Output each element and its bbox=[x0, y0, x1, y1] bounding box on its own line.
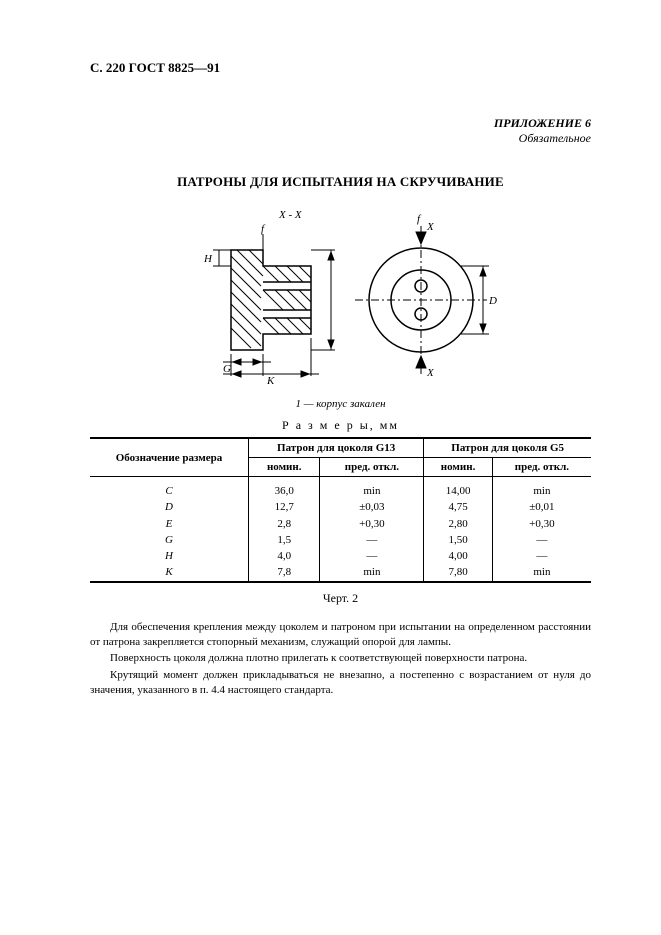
g5-tol: +0,30 bbox=[492, 516, 591, 532]
svg-text:G: G bbox=[223, 363, 231, 375]
dimensions-table: Обозначение размера Патрон для цоколя G1… bbox=[90, 437, 591, 583]
th-g13-nom: номин. bbox=[248, 458, 319, 477]
svg-text:X: X bbox=[426, 221, 435, 233]
g13-tol: — bbox=[320, 548, 424, 564]
th-g5-nom: номин. bbox=[424, 458, 492, 477]
g13-tol: min bbox=[320, 564, 424, 581]
g13-tol: — bbox=[320, 532, 424, 548]
svg-text:D: D bbox=[488, 295, 497, 307]
figure-caption: 1 — корпус закален bbox=[90, 398, 591, 410]
g5-tol: min bbox=[492, 483, 591, 499]
g5-nom: 14,00 bbox=[424, 483, 492, 499]
svg-text:f: f bbox=[261, 223, 266, 235]
figure-number: Черт. 2 bbox=[90, 591, 591, 606]
th-g13: Патрон для цоколя G13 bbox=[248, 438, 423, 458]
page-header-ref: С. 220 ГОСТ 8825—91 bbox=[90, 60, 591, 76]
table-row: E2,8+0,302,80+0,30 bbox=[90, 516, 591, 532]
appendix-block: ПРИЛОЖЕНИЕ 6 Обязательное bbox=[90, 116, 591, 146]
g5-nom: 2,80 bbox=[424, 516, 492, 532]
svg-text:K: K bbox=[266, 375, 275, 384]
th-g13-tol: пред. откл. bbox=[320, 458, 424, 477]
table-title: Р а з м е р ы, мм bbox=[90, 418, 591, 433]
row-label: C bbox=[90, 483, 248, 499]
table-row: D12,7±0,034,75±0,01 bbox=[90, 499, 591, 515]
g5-tol: ±0,01 bbox=[492, 499, 591, 515]
g13-nom: 7,8 bbox=[248, 564, 319, 581]
explanatory-para-2: Поверхность цоколя должна плотно прилега… bbox=[90, 651, 591, 666]
th-g5: Патрон для цоколя G5 bbox=[424, 438, 591, 458]
g13-nom: 2,8 bbox=[248, 516, 319, 532]
row-label: D bbox=[90, 499, 248, 515]
g13-nom: 36,0 bbox=[248, 483, 319, 499]
g5-tol: min bbox=[492, 564, 591, 581]
svg-text:H: H bbox=[203, 253, 213, 265]
g5-nom: 4,00 bbox=[424, 548, 492, 564]
section-title: ПАТРОНЫ ДЛЯ ИСПЫТАНИЯ НА СКРУЧИВАНИЕ bbox=[90, 174, 591, 190]
appendix-title: ПРИЛОЖЕНИЕ 6 bbox=[90, 116, 591, 131]
table-body: C36,0min14,00minD12,7±0,034,75±0,01E2,8+… bbox=[90, 477, 591, 582]
row-label: G bbox=[90, 532, 248, 548]
g13-nom: 1,5 bbox=[248, 532, 319, 548]
table-row: G1,5—1,50— bbox=[90, 532, 591, 548]
g13-tol: +0,30 bbox=[320, 516, 424, 532]
g13-nom: 12,7 bbox=[248, 499, 319, 515]
row-label: K bbox=[90, 564, 248, 581]
explanatory-para-1: Для обеспечения крепления между цоколем … bbox=[90, 620, 591, 650]
svg-text:f: f bbox=[417, 213, 422, 225]
svg-text:X - X: X - X bbox=[278, 209, 303, 221]
table-row: C36,0min14,00min bbox=[90, 483, 591, 499]
row-label: H bbox=[90, 548, 248, 564]
explanatory-para-3: Крутящий момент должен прикладываться не… bbox=[90, 668, 591, 698]
th-label: Обозначение размера bbox=[90, 438, 248, 477]
g5-nom: 7,80 bbox=[424, 564, 492, 581]
g13-tol: ±0,03 bbox=[320, 499, 424, 515]
g5-nom: 1,50 bbox=[424, 532, 492, 548]
g13-tol: min bbox=[320, 483, 424, 499]
g5-nom: 4,75 bbox=[424, 499, 492, 515]
table-row: H4,0—4,00— bbox=[90, 548, 591, 564]
engineering-drawing: X - X bbox=[90, 204, 591, 388]
appendix-subtitle: Обязательное bbox=[90, 131, 591, 146]
th-g5-tol: пред. откл. bbox=[492, 458, 591, 477]
table-row: K7,8min7,80min bbox=[90, 564, 591, 581]
g5-tol: — bbox=[492, 548, 591, 564]
g13-nom: 4,0 bbox=[248, 548, 319, 564]
svg-text:X: X bbox=[426, 367, 435, 379]
g5-tol: — bbox=[492, 532, 591, 548]
row-label: E bbox=[90, 516, 248, 532]
